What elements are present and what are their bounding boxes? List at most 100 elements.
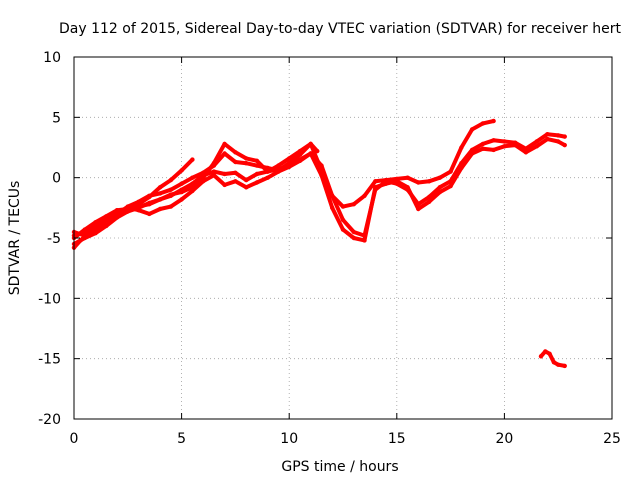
data-point — [437, 189, 442, 195]
data-point — [547, 351, 552, 356]
data-point — [534, 139, 539, 144]
data-point — [190, 188, 195, 194]
data-point — [93, 231, 98, 236]
data-point — [244, 185, 249, 190]
data-point — [287, 156, 292, 161]
data-point — [200, 179, 206, 184]
x-tick-label: 25 — [603, 431, 621, 447]
data-point — [244, 161, 249, 166]
data-point — [562, 134, 567, 139]
data-point — [480, 141, 486, 147]
y-tick-label: 10 — [43, 50, 61, 66]
x-tick-label: 5 — [177, 431, 186, 447]
data-point — [480, 121, 486, 126]
data-point — [502, 144, 507, 149]
data-point — [426, 194, 432, 200]
data-point — [276, 169, 281, 174]
data-point — [405, 185, 410, 190]
data-point — [551, 360, 557, 365]
data-point — [308, 151, 313, 156]
data-point — [168, 187, 173, 192]
y-tick-label: -5 — [47, 231, 61, 247]
data-point — [405, 175, 410, 180]
data-point — [562, 363, 567, 369]
data-point — [254, 171, 260, 177]
data-point — [179, 187, 184, 192]
data-point — [373, 179, 378, 184]
data-point — [254, 180, 260, 185]
data-point — [556, 139, 561, 144]
data-point — [556, 133, 561, 138]
data-point — [469, 151, 475, 156]
data-point — [222, 151, 227, 156]
y-axis-label: SDTVAR / TECUs — [7, 181, 23, 296]
data-point — [491, 138, 496, 143]
data-point — [426, 199, 432, 204]
data-point — [179, 181, 184, 186]
data-point — [190, 175, 195, 180]
data-point — [437, 175, 442, 180]
data-point — [93, 223, 98, 229]
data-point — [523, 150, 529, 155]
data-point — [562, 142, 567, 148]
data-point — [244, 177, 249, 183]
data-point — [233, 159, 238, 165]
x-tick-label: 10 — [280, 431, 298, 447]
data-point — [448, 169, 453, 174]
data-point — [157, 206, 163, 212]
data-point — [157, 185, 163, 190]
data-point — [373, 185, 378, 190]
data-series — [71, 118, 567, 369]
grid — [74, 57, 612, 419]
data-point — [383, 181, 389, 186]
data-point — [330, 205, 335, 210]
data-point — [136, 199, 141, 204]
data-point — [114, 211, 120, 217]
data-point — [125, 205, 130, 210]
data-point — [330, 193, 335, 198]
data-point — [340, 217, 346, 223]
data-point — [276, 163, 281, 168]
data-point — [502, 139, 507, 144]
data-point — [469, 127, 475, 132]
data-point — [340, 204, 346, 209]
data-point — [491, 118, 496, 124]
data-point — [254, 158, 260, 163]
data-point — [351, 202, 356, 207]
data-point — [362, 238, 367, 243]
data-point — [211, 169, 217, 174]
data-point — [157, 197, 163, 202]
data-point — [211, 161, 217, 166]
data-point — [82, 229, 88, 235]
data-point — [222, 182, 227, 188]
x-tick-label: 0 — [70, 431, 79, 447]
data-point — [222, 171, 227, 177]
data-point — [168, 204, 173, 209]
x-tick-label: 20 — [495, 431, 513, 447]
data-point — [104, 223, 109, 229]
data-point — [168, 177, 173, 183]
data-point — [426, 179, 432, 184]
data-point — [394, 179, 399, 184]
data-point — [265, 175, 270, 180]
y-tick-label: -15 — [38, 352, 61, 368]
data-point — [319, 173, 324, 178]
data-point — [543, 349, 548, 354]
data-point — [179, 168, 184, 173]
data-point — [308, 141, 313, 147]
data-point — [147, 211, 152, 217]
data-point — [104, 216, 109, 221]
axis-ticks: 0 5 10 15 20 25 -20 -15 -10 -5 0 5 10 — [38, 50, 621, 447]
data-point — [437, 185, 442, 190]
data-point — [416, 206, 421, 212]
data-point — [82, 235, 88, 241]
data-point — [287, 164, 292, 169]
data-point — [190, 157, 195, 162]
data-point — [233, 150, 238, 155]
data-point — [416, 180, 421, 185]
data-point — [480, 146, 486, 151]
data-point — [545, 136, 550, 142]
data-point — [265, 169, 270, 174]
x-tick-label: 15 — [388, 431, 406, 447]
